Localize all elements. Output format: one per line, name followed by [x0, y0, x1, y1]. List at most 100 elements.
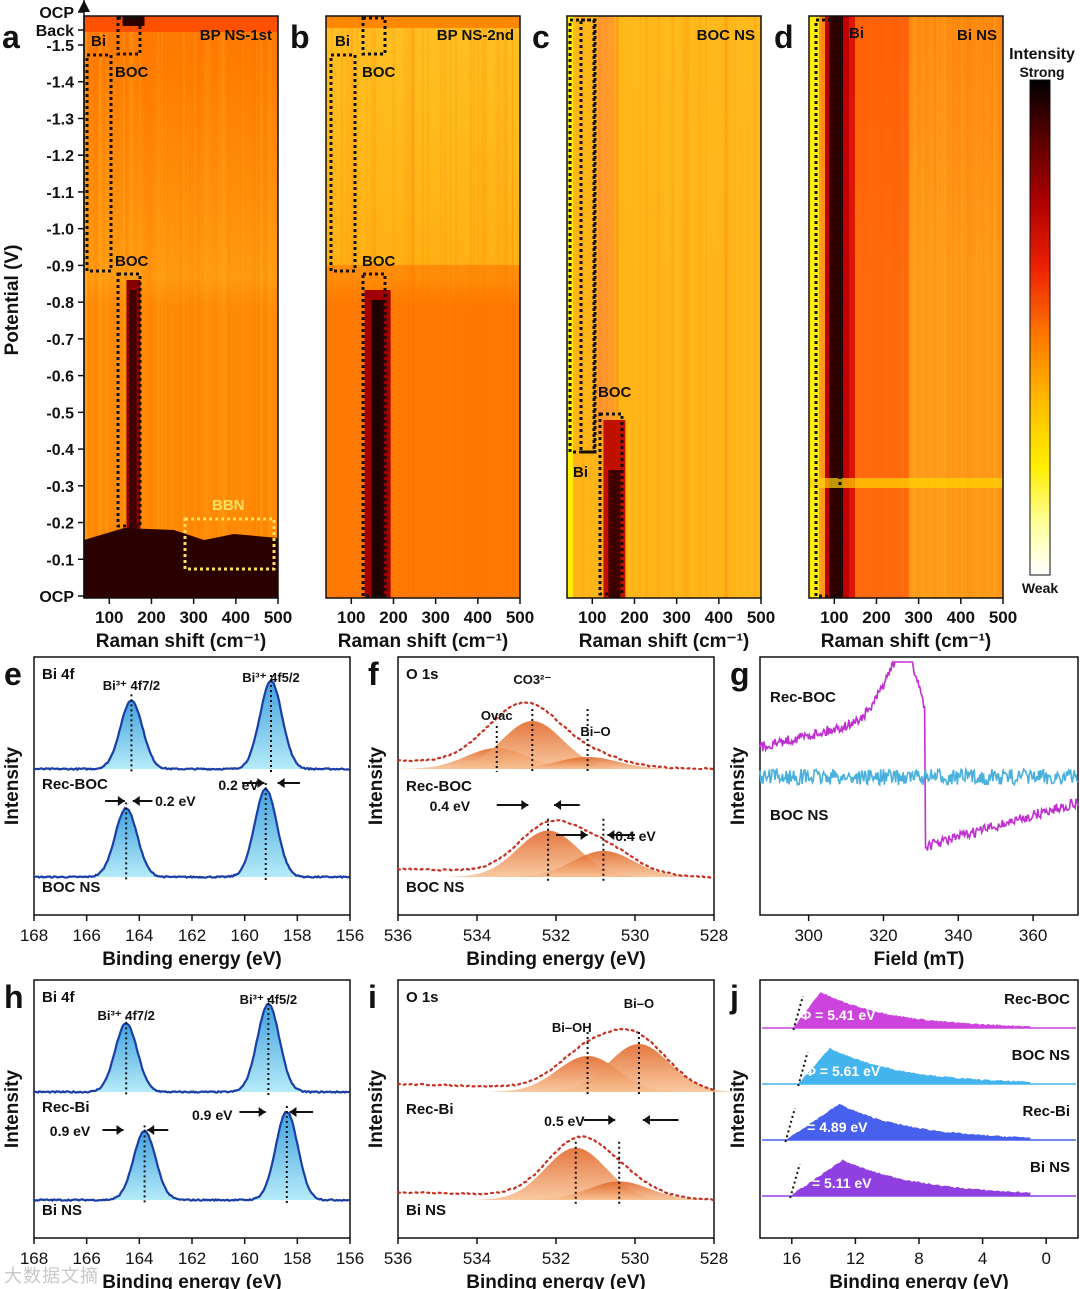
texture [707, 16, 711, 598]
bi-box [814, 18, 842, 598]
texture [972, 16, 974, 598]
spectrum-Rec-Bi [32, 1002, 350, 1095]
texture [148, 16, 151, 598]
texture [242, 16, 244, 598]
boc-box-top [116, 16, 142, 56]
x-tick-label: 166 [72, 926, 100, 945]
spectrum-Rec-BOC [759, 659, 1079, 851]
texture [993, 16, 996, 598]
texture [685, 16, 689, 598]
plot-frame [808, 15, 1004, 599]
bi-core [829, 16, 843, 598]
arrow-head [289, 1107, 297, 1117]
texture [666, 16, 669, 598]
y-axis-label: Potential (V) [2, 245, 23, 356]
panel-letter-j: j [729, 979, 739, 1015]
y-tick-label: -0.4 [46, 442, 74, 459]
texture [222, 16, 225, 598]
texture [705, 16, 707, 598]
shift-label: 0.2 eV [218, 777, 259, 793]
texture [84, 16, 87, 598]
texture [615, 16, 619, 598]
arrow-head [258, 1107, 266, 1117]
arrow-head [554, 800, 562, 810]
x-tick-label: 500 [506, 608, 534, 627]
stripe [809, 478, 1003, 488]
y-tick-label: -1.5 [46, 38, 74, 55]
spectrum-Rec-Bi [396, 1027, 716, 1091]
texture [1000, 16, 1002, 598]
colorbar [1029, 79, 1051, 576]
panel-title-d: Bi NS [957, 27, 997, 44]
x-axis-label: Raman shift (cm⁻¹) [96, 631, 267, 652]
x-tick-label: 200 [862, 608, 890, 627]
x-tick-label: 320 [869, 926, 897, 945]
panel-title: O 1s [406, 666, 439, 683]
x-axis-label: Raman shift (cm⁻¹) [579, 631, 750, 652]
texture [184, 16, 187, 598]
texture [94, 16, 97, 598]
texture [921, 16, 925, 598]
texture [743, 16, 746, 598]
texture [260, 16, 263, 598]
texture [735, 16, 739, 598]
shift-label: 0.9 eV [192, 1107, 233, 1123]
feature-label: BOC [598, 384, 632, 401]
texture [182, 16, 185, 598]
texture [255, 16, 259, 598]
work-function-label: Φ = 5.41 eV [800, 1007, 876, 1023]
texture [934, 16, 937, 598]
x-axis-label: Binding energy (eV) [102, 949, 281, 970]
texture [258, 16, 260, 598]
colorbar-bottom-label: Weak [1022, 580, 1059, 596]
raman-panel-d: d Bi NS 100 200 300 400 500 Raman shift (cm⁻¹) [774, 15, 1017, 652]
texture [898, 16, 902, 598]
texture [645, 16, 648, 598]
fitted-peak [520, 1181, 718, 1200]
panel-letter-h: h [4, 979, 24, 1015]
panel-title: Bi 4f [42, 666, 76, 683]
texture [938, 16, 940, 598]
texture [981, 16, 984, 598]
arrow-head [607, 830, 615, 840]
texture [937, 16, 939, 598]
bi-band [596, 16, 615, 436]
texture [981, 16, 983, 598]
texture [657, 16, 661, 598]
work-function-label: Φ = 5.61 eV [805, 1063, 881, 1079]
feature-label: BOC [362, 64, 396, 81]
texture [868, 16, 872, 598]
texture [929, 16, 933, 598]
texture [677, 16, 680, 598]
texture [935, 16, 938, 598]
chart-panel-e: 168 166 164 162 160 158 156 Binding energy (eV)… [2, 656, 364, 970]
texture [727, 16, 729, 598]
x-tick-label: 164 [125, 1249, 153, 1268]
boc-box [361, 272, 387, 598]
x-tick-label: 0 [1041, 1249, 1050, 1268]
texture [664, 16, 667, 598]
texture [698, 16, 701, 598]
texture [931, 16, 934, 598]
peak-label: Bi–OH [552, 1020, 592, 1035]
texture [755, 16, 758, 598]
arrow-head [521, 800, 529, 810]
texture [99, 16, 101, 598]
texture [969, 16, 972, 598]
x-tick-label: 300 [179, 608, 207, 627]
series-label: Bi NS [1030, 1159, 1070, 1176]
y-tick-label: -1.3 [46, 111, 74, 128]
x-tick-label: 400 [222, 608, 250, 627]
texture [930, 16, 933, 598]
x-tick-label: 400 [705, 608, 733, 627]
feature-label: BBN [212, 497, 245, 514]
texture [958, 16, 961, 598]
panel-letter-i: i [368, 979, 377, 1015]
texture [199, 16, 201, 598]
x-tick-label: 8 [914, 1249, 923, 1268]
panel-letter-c: c [532, 19, 550, 55]
texture [575, 16, 577, 598]
x-tick-label: 160 [230, 926, 258, 945]
texture [991, 16, 994, 598]
series-label: Rec-BOC [406, 778, 472, 795]
